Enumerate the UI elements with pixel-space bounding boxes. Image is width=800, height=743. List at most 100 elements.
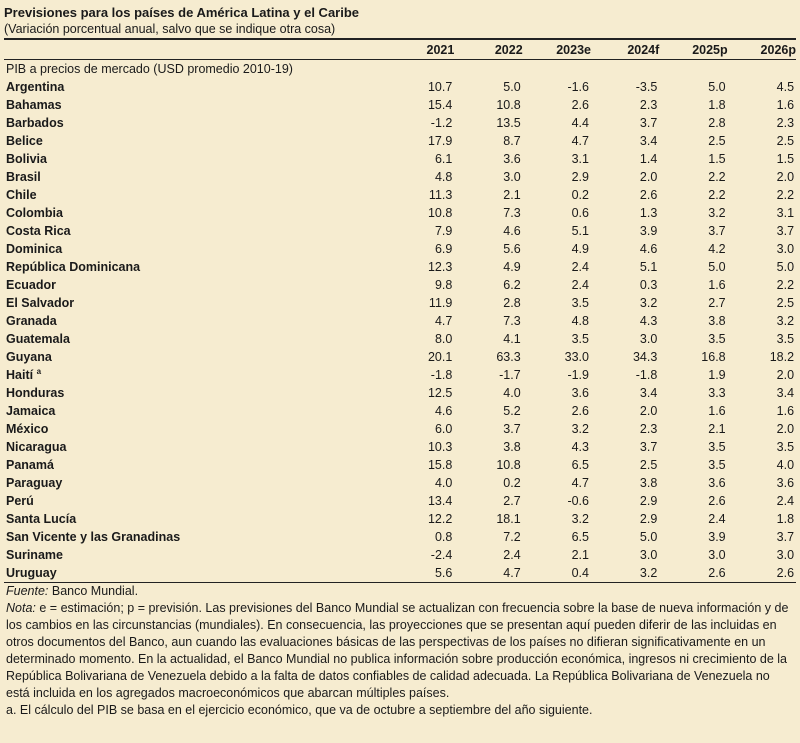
value-cell: 3.2 [639,566,658,580]
top-rule [4,38,796,40]
table-row: Belice 17.9 8.7 4.7 3.4 2.5 2.5 [4,132,796,150]
source-label: Fuente: [6,584,49,598]
country-name: Colombia [4,204,386,222]
value-cell: 0.8 [434,530,453,544]
table-row: Brasil 4.8 3.0 2.9 2.0 2.2 2.0 [4,168,796,186]
table-row: Haití a -1.8 -1.7 -1.9 -1.8 1.9 2.0 [4,366,796,384]
value-cell: -2.4 [430,548,453,562]
value-cell: 6.2 [503,278,521,292]
value-cell: 3.0 [503,170,521,184]
country-label: Brasil [6,170,41,184]
value-cell: 3.5 [571,296,589,310]
country-name: Bolivia [4,150,386,168]
country-label: Haití [6,368,34,382]
header-year: 2025p [692,42,728,57]
country-name: Belice [4,132,386,150]
value-cell: 3.0 [639,332,658,346]
value-cell: 12.2 [427,512,453,526]
value-cell: 4.0 [434,476,453,490]
country-name: Granada [4,312,386,330]
value-cell: 4.2 [708,242,726,256]
section-label-row: PIB a precios de mercado (USD promedio 2… [4,60,796,78]
value-cell: 3.3 [708,386,726,400]
value-cell: 17.9 [427,134,453,148]
country-name: Ecuador [4,276,386,294]
value-cell: 3.2 [571,512,589,526]
value-cell: 3.5 [571,332,589,346]
country-name: Guatemala [4,330,386,348]
value-cell: 2.7 [503,494,521,508]
country-label: Costa Rica [6,224,71,238]
country-name: Barbados [4,114,386,132]
value-cell: -1.9 [567,368,589,382]
value-cell: 10.7 [427,80,453,94]
value-cell: 16.8 [701,350,726,364]
value-cell: 1.6 [708,404,726,418]
value-cell: 2.2 [776,188,795,202]
value-cell: 3.5 [708,440,726,454]
country-label: República Dominicana [6,260,141,274]
value-cell: 3.6 [776,476,795,490]
value-cell: 2.4 [571,260,589,274]
country-label: Argentina [6,80,65,94]
country-label: Belice [6,134,43,148]
value-cell: 0.6 [571,206,589,220]
table-row: Uruguay 5.6 4.7 0.4 3.2 2.6 2.6 [4,564,796,582]
value-cell: 4.4 [571,116,589,130]
value-cell: 4.7 [434,314,453,328]
table-row: Argentina 10.7 5.0 -1.6 -3.5 5.0 4.5 [4,78,796,96]
table-row: Santa Lucía 12.2 18.1 3.2 2.9 2.4 1.8 [4,510,796,528]
value-cell: -3.5 [635,80,658,94]
forecast-table-body: PIB a precios de mercado (USD promedio 2… [4,60,796,582]
country-label: Guatemala [6,332,70,346]
value-cell: 1.5 [708,152,726,166]
table-row: Suriname -2.4 2.4 2.1 3.0 3.0 3.0 [4,546,796,564]
country-label: Jamaica [6,404,56,418]
country-name: República Dominicana [4,258,386,276]
value-cell: -1.2 [430,116,453,130]
value-cell: 3.1 [571,152,589,166]
country-name: Chile [4,186,386,204]
country-name: Paraguay [4,474,386,492]
country-label: Paraguay [6,476,63,490]
value-cell: 15.8 [427,458,453,472]
country-label: Ecuador [6,278,57,292]
country-label: Chile [6,188,37,202]
value-cell: 4.7 [571,476,589,490]
value-cell: 2.0 [776,422,795,436]
value-cell: 5.1 [571,224,589,238]
value-cell: 4.8 [434,170,453,184]
table-row: Jamaica 4.6 5.2 2.6 2.0 1.6 1.6 [4,402,796,420]
value-cell: 2.3 [639,98,658,112]
country-name: Honduras [4,384,386,402]
country-label: Dominica [6,242,63,256]
table-row: Ecuador 9.8 6.2 2.4 0.3 1.6 2.2 [4,276,796,294]
value-cell: 2.2 [776,278,795,292]
table-row: Barbados -1.2 13.5 4.4 3.7 2.8 2.3 [4,114,796,132]
country-label: Santa Lucía [6,512,77,526]
header-row: 2021 2022 2023e 2024f 2025p 2026p [4,40,796,59]
country-label: San Vicente y las Granadinas [6,530,181,544]
country-label: Bahamas [6,98,62,112]
value-cell: 3.0 [708,548,726,562]
table-row: Dominica 6.9 5.6 4.9 4.6 4.2 3.0 [4,240,796,258]
value-cell: 4.9 [571,242,589,256]
value-cell: 1.6 [776,98,795,112]
value-cell: 2.6 [708,566,726,580]
value-cell: 5.6 [434,566,453,580]
value-cell: 1.9 [708,368,726,382]
value-cell: 3.7 [776,224,795,238]
value-cell: 1.6 [776,404,795,418]
value-cell: 4.1 [503,332,521,346]
value-cell: 3.0 [776,548,795,562]
value-cell: 2.3 [639,422,658,436]
value-cell: 6.0 [434,422,453,436]
table-row: Nicaragua 10.3 3.8 4.3 3.7 3.5 3.5 [4,438,796,456]
country-name: Panamá [4,456,386,474]
value-cell: 2.6 [639,188,658,202]
value-cell: 5.6 [503,242,521,256]
value-cell: -1.8 [430,368,453,382]
value-cell: 33.0 [564,350,589,364]
header-country [4,40,386,59]
